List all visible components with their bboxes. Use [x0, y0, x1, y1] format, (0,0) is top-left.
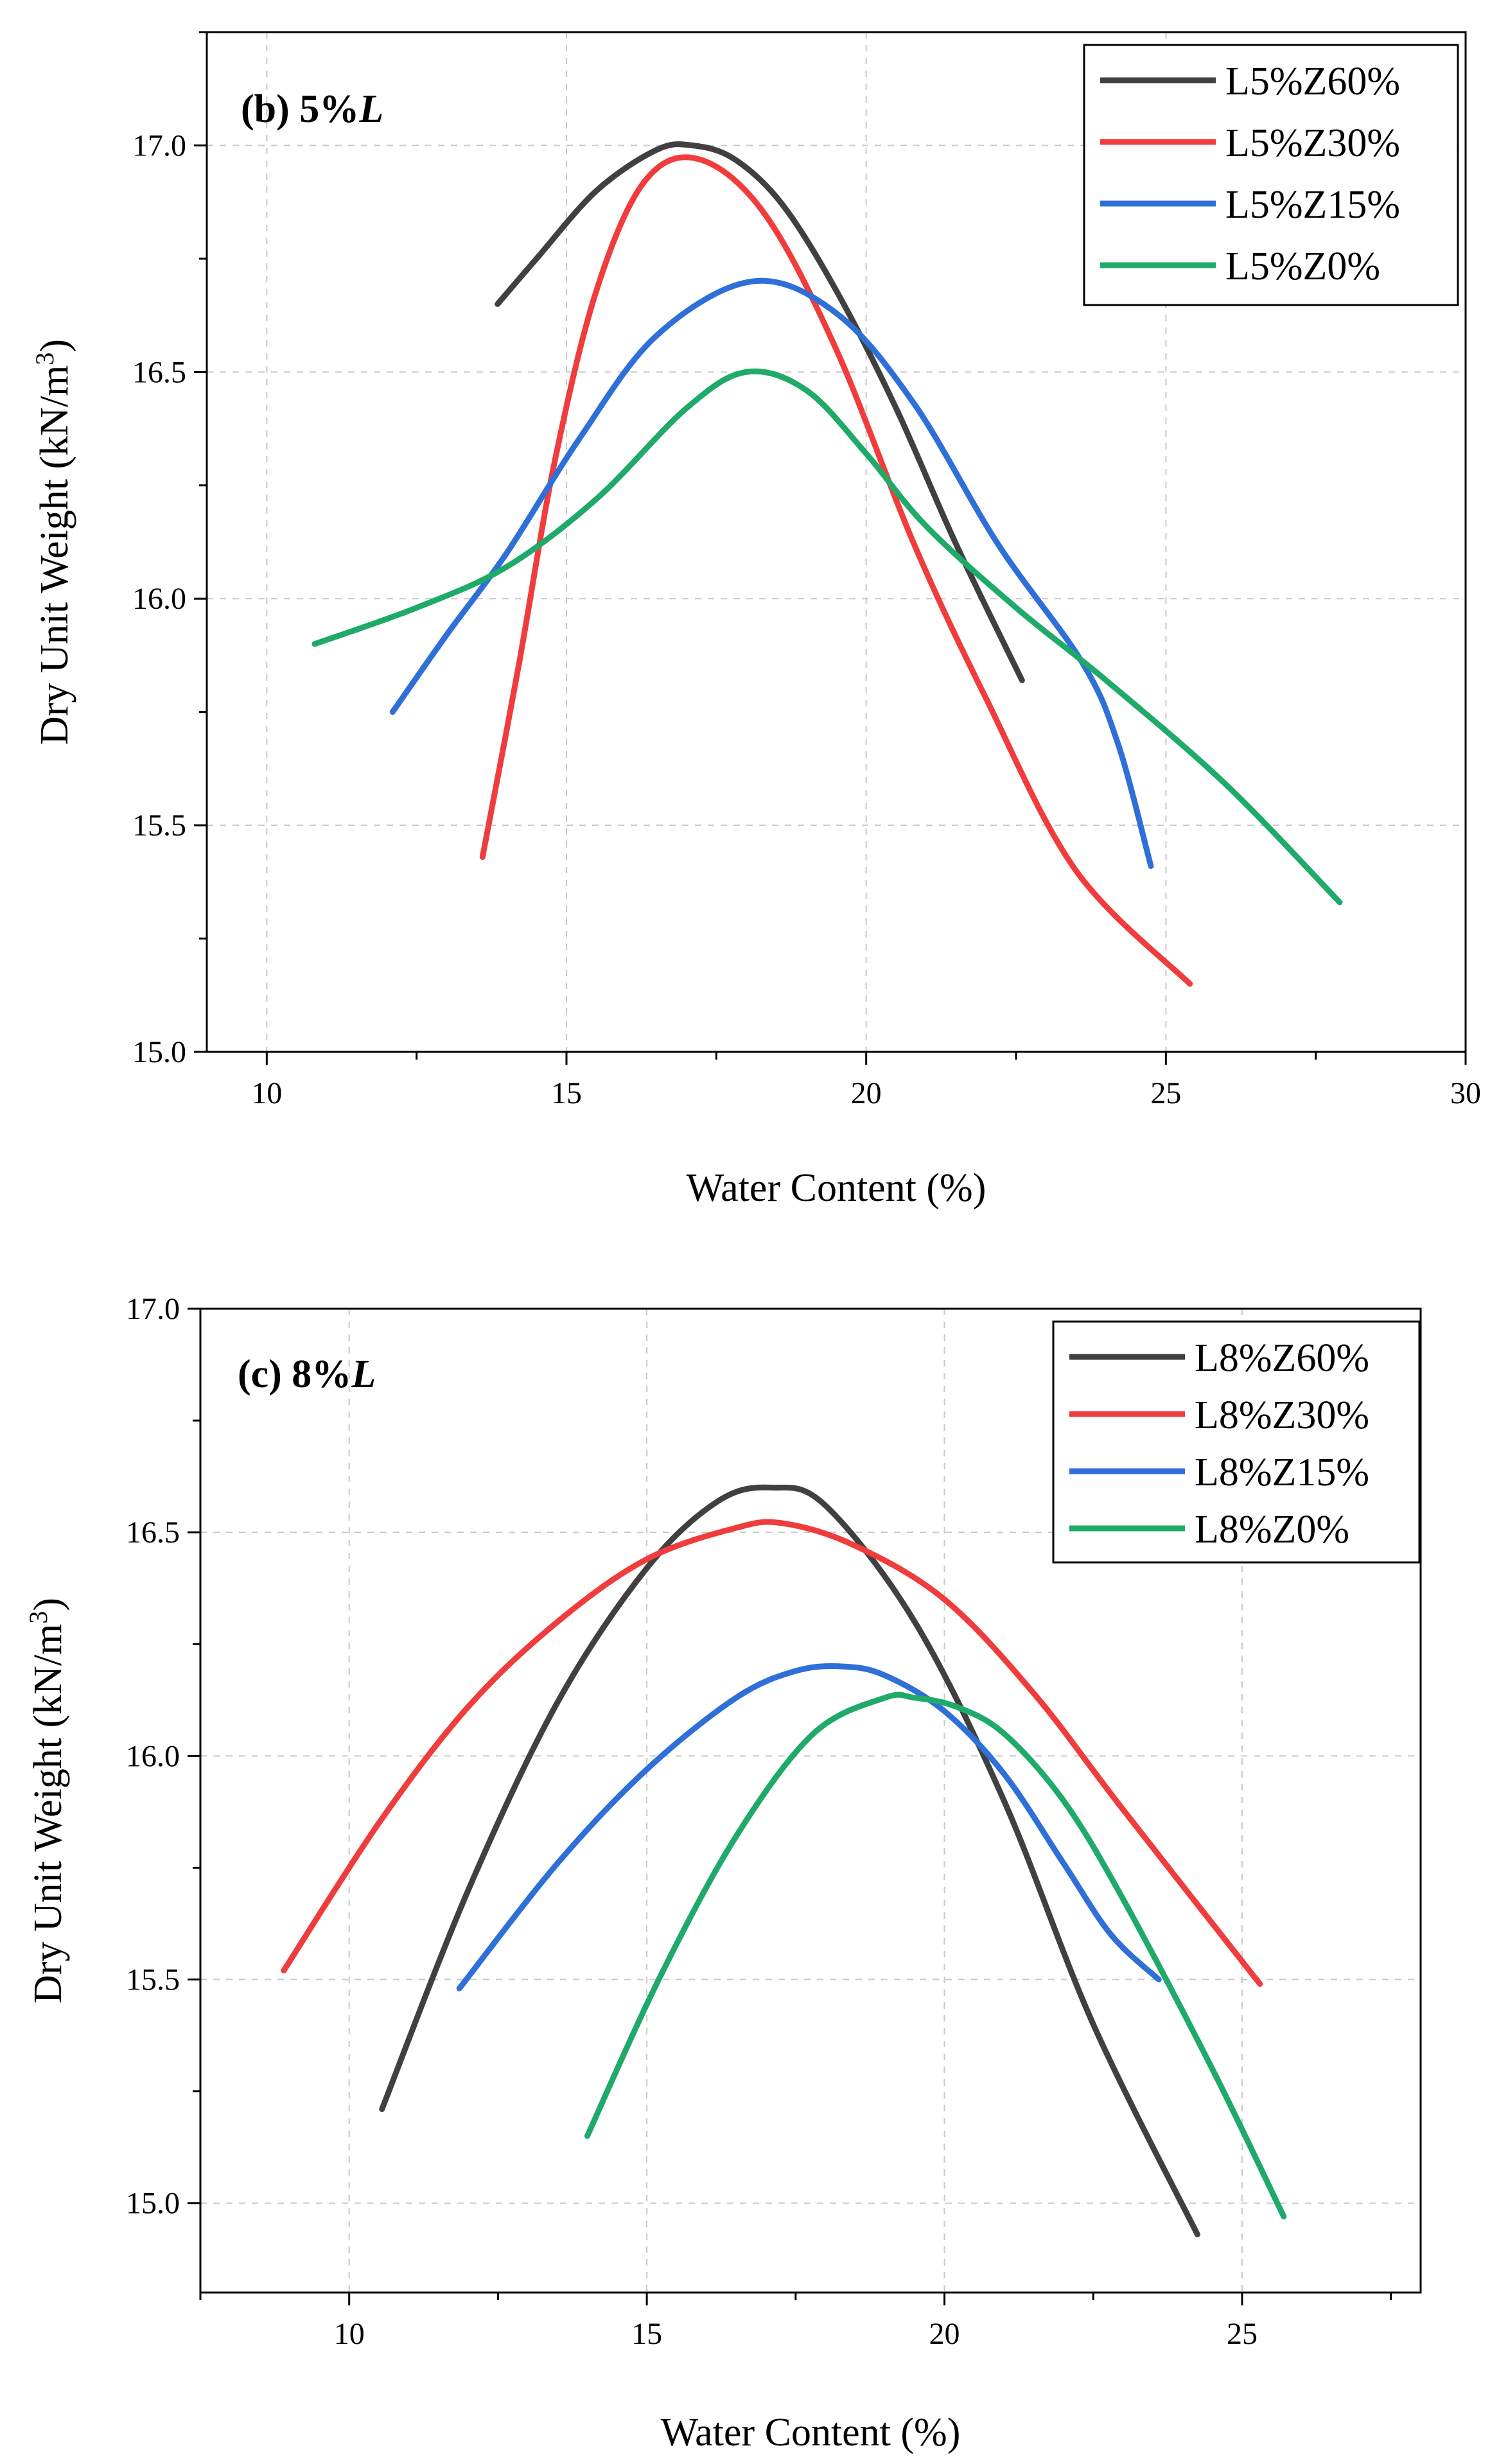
y-tick-label: 15.0	[126, 2187, 180, 2221]
legend-label: L8%Z30%	[1195, 1394, 1369, 1437]
y-tick-label: 17.0	[132, 128, 186, 162]
y-axis-title-sup: 3	[30, 353, 59, 365]
panel-label: (c) 8%L	[238, 1352, 376, 1396]
y-axis-title: Dry Unit Weight (kN/m3)	[30, 339, 76, 745]
series-line-L5%Z30%	[479, 154, 1193, 987]
x-tick-label: 10	[334, 2317, 365, 2351]
series-line-L8%Z15%	[456, 1663, 1162, 1991]
plot-frame	[199, 1307, 1422, 2294]
y-axis-title: Dry Unit Weight (kN/m3)	[24, 1598, 70, 2004]
legend-label: L5%Z0%	[1225, 245, 1380, 288]
y-axis-title-main: Dry Unit Weight (kN/m	[26, 1624, 70, 2004]
x-tick-label: 20	[929, 2317, 960, 2351]
y-tick-label: 16.0	[132, 582, 186, 616]
legend-label: L5%Z60%	[1225, 60, 1400, 103]
legend-label: L5%Z30%	[1225, 121, 1400, 165]
legend-box	[1052, 1320, 1421, 1564]
x-tick-label: 30	[1450, 1076, 1481, 1110]
series-line-L8%Z0%	[584, 1691, 1287, 2220]
y-axis-title-end: )	[33, 339, 76, 353]
chart-panel-b: 10 15 20 25 30 15.0 15.5 16.0 16.5 17.0 Water Cont…	[30, 31, 1481, 1210]
series-line-L5%Z60%	[495, 141, 1025, 683]
series-line-L5%Z15%	[389, 277, 1154, 869]
y-tick-label: 16.5	[126, 1516, 180, 1550]
y-tick-label: 17.0	[126, 1292, 180, 1326]
panel-label-text: (b) 5%	[241, 87, 359, 131]
x-tick-label: 25	[1227, 2317, 1258, 2351]
chart-panel-c: 10 15 20 25 15.0 15.5 16.0 16.5 17.0 Water Conten…	[24, 1292, 1422, 2454]
panel-label-italic: L	[351, 1352, 376, 1396]
y-tick-label: 15.0	[132, 1035, 186, 1069]
panel-label-text: (c) 8%	[238, 1352, 351, 1396]
legend-label: L8%Z15%	[1195, 1451, 1369, 1494]
y-axis-title-sup: 3	[24, 1611, 53, 1624]
legend: L5%Z60% L5%Z30% L5%Z15% L5%Z0%	[1083, 44, 1459, 306]
legend-box	[1083, 44, 1459, 306]
legend-label: L8%Z60%	[1195, 1336, 1369, 1380]
panel-label: (b) 5%L	[241, 87, 383, 131]
x-axis-title: Water Content (%)	[661, 2411, 961, 2454]
y-tick-label: 15.5	[132, 808, 186, 843]
x-tick-label: 25	[1150, 1076, 1181, 1110]
x-tick-label: 10	[251, 1076, 282, 1110]
y-axis-title-main: Dry Unit Weight (kN/m	[33, 365, 76, 745]
plot-frame	[206, 31, 1467, 1053]
legend-label: L8%Z0%	[1195, 1508, 1349, 1551]
series-line-L8%Z60%	[379, 1484, 1200, 2237]
series-line-L5%Z0%	[311, 368, 1343, 905]
y-tick-label: 15.5	[126, 1963, 180, 1997]
x-tick-label: 15	[631, 2317, 662, 2351]
series-line-L8%Z30%	[281, 1519, 1263, 1987]
y-tick-label: 16.5	[132, 355, 186, 389]
x-tick-label: 20	[851, 1076, 882, 1110]
legend-label: L5%Z15%	[1225, 183, 1400, 227]
legend: L8%Z60% L8%Z30% L8%Z15% L8%Z0%	[1052, 1320, 1421, 1564]
y-axis-title-end: )	[26, 1598, 70, 1611]
panel-label-italic: L	[358, 87, 383, 131]
x-axis-title: Water Content (%)	[687, 1166, 986, 1210]
x-tick-label: 15	[551, 1076, 582, 1110]
y-tick-label: 16.0	[126, 1739, 180, 1773]
